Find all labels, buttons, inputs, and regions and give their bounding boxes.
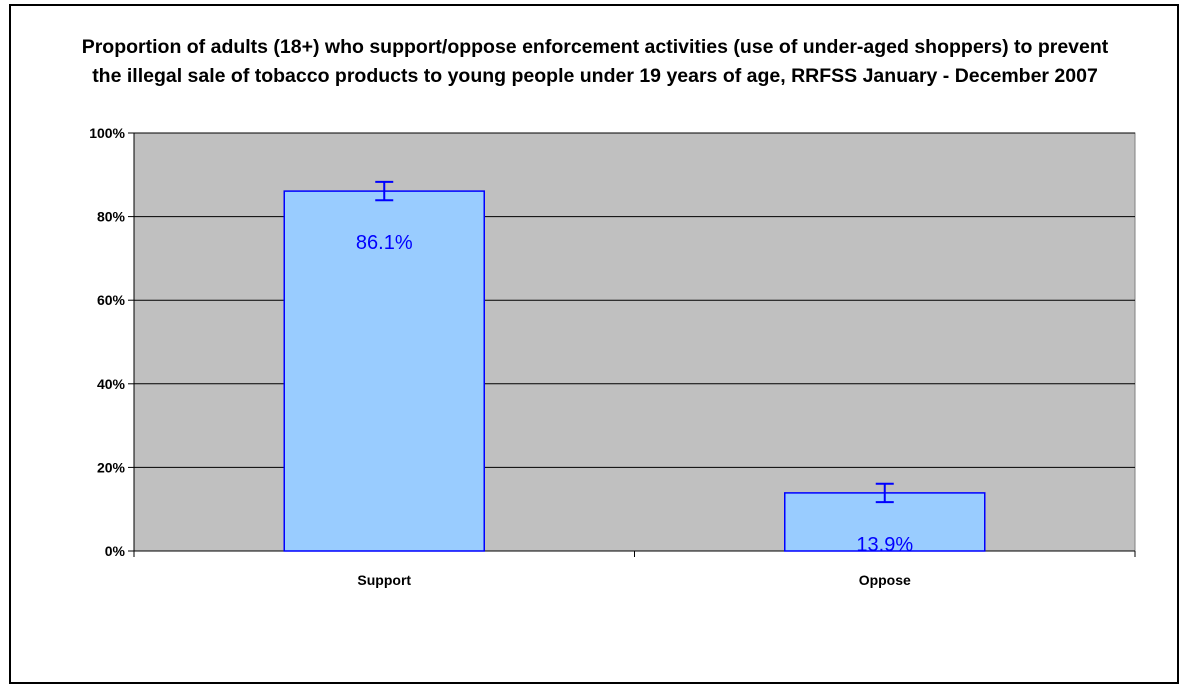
error-bars: [375, 180, 894, 504]
y-tick-label: 100%: [89, 125, 125, 141]
x-tick-label: Oppose: [859, 572, 911, 588]
bar-support: [283, 190, 485, 552]
y-tick-label: 60%: [97, 292, 126, 308]
y-tick-label: 0%: [105, 543, 126, 559]
data-label: 86.1%: [356, 232, 413, 254]
x-tick-label: Support: [357, 572, 411, 588]
y-tick-label: 20%: [97, 459, 126, 475]
y-tick-label: 80%: [97, 209, 126, 225]
data-label: 13.9%: [856, 534, 913, 556]
labels: 0% 20% 40% 60% 80% 100% 86.1% Support 13.9% Oppos…: [89, 125, 913, 588]
y-tick-label: 40%: [97, 376, 126, 392]
chart-title: Proportion of adults (18+) who support/o…: [81, 36, 1109, 87]
